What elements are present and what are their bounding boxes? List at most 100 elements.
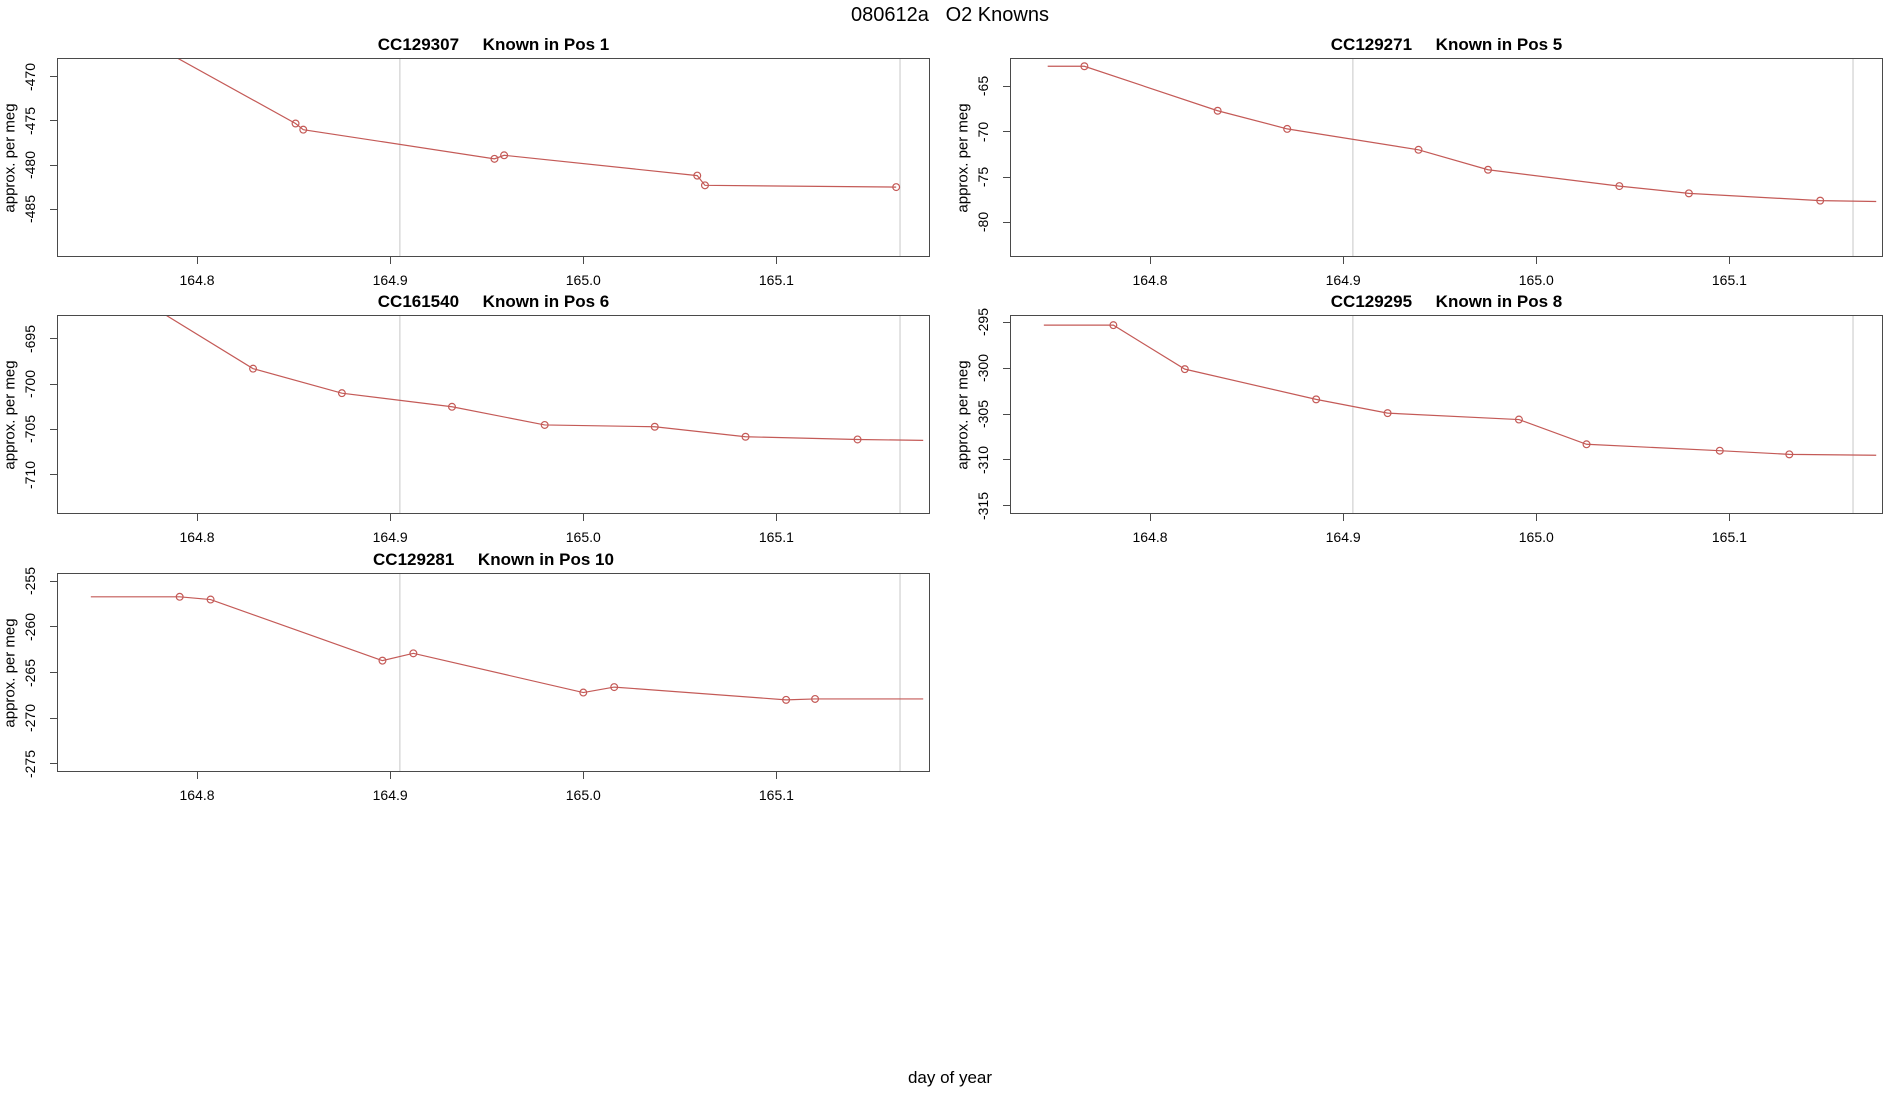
x-tick-label: 165.1 bbox=[758, 272, 794, 288]
data-point-marker bbox=[299, 125, 308, 134]
subplot-cc129281 bbox=[57, 573, 930, 772]
y-tick-label: -255 bbox=[22, 567, 38, 596]
data-point-marker bbox=[500, 151, 509, 160]
y-tick-label: -470 bbox=[22, 62, 38, 91]
subplot-cc161540 bbox=[57, 315, 930, 514]
x-tick-label: 165.1 bbox=[758, 787, 794, 803]
x-tick-mark bbox=[1535, 257, 1537, 264]
subplot-cc129271 bbox=[1010, 58, 1883, 257]
data-point-marker bbox=[1180, 365, 1189, 374]
x-tick-label: 165.0 bbox=[565, 272, 601, 288]
data-point-marker bbox=[175, 592, 184, 601]
y-axis-title: approx. per meg bbox=[1, 359, 19, 470]
x-tick-mark bbox=[196, 257, 198, 264]
y-tick-label: -75 bbox=[975, 166, 991, 188]
y-tick-mark bbox=[1003, 131, 1010, 133]
y-tick-mark bbox=[1003, 221, 1010, 223]
data-point-marker bbox=[1785, 450, 1794, 459]
y-tick-mark bbox=[50, 580, 57, 582]
x-tick-label: 165.0 bbox=[565, 787, 601, 803]
y-tick-mark bbox=[1003, 321, 1010, 323]
x-tick-label: 165.0 bbox=[565, 529, 601, 545]
y-tick-label: -275 bbox=[22, 749, 38, 778]
y-tick-label: -260 bbox=[22, 612, 38, 641]
y-tick-label: -300 bbox=[975, 354, 991, 383]
x-tick-mark bbox=[1342, 257, 1344, 264]
panel-title-cc129281: CC129281 Known in Pos 10 bbox=[373, 550, 614, 569]
y-tick-mark bbox=[50, 474, 57, 476]
data-point-marker bbox=[892, 183, 901, 192]
data-point-marker bbox=[1383, 409, 1392, 418]
main-title: 080612a O2 Knowns bbox=[851, 4, 1049, 26]
x-tick-mark bbox=[1149, 514, 1151, 521]
data-line bbox=[1047, 65, 1877, 203]
y-tick-label: -700 bbox=[22, 370, 38, 399]
y-tick-label: -80 bbox=[975, 212, 991, 233]
plot-area bbox=[177, 59, 901, 256]
data-point-marker bbox=[1816, 196, 1825, 205]
y-tick-mark bbox=[50, 763, 57, 765]
x-tick-mark bbox=[582, 514, 584, 521]
x-tick-label: 165.0 bbox=[1518, 272, 1554, 288]
y-tick-mark bbox=[50, 120, 57, 122]
x-tick-label: 165.1 bbox=[758, 529, 794, 545]
data-point-marker bbox=[206, 595, 215, 604]
data-point-marker bbox=[409, 649, 418, 658]
x-tick-mark bbox=[196, 514, 198, 521]
data-point-marker bbox=[579, 688, 588, 697]
x-tick-label: 165.0 bbox=[1518, 529, 1554, 545]
y-tick-label: -270 bbox=[22, 704, 38, 733]
y-tick-mark bbox=[1003, 85, 1010, 87]
panel-title-cc161540: CC161540 Known in Pos 6 bbox=[377, 292, 610, 311]
y-tick-mark bbox=[50, 626, 57, 628]
x-tick-label: 164.9 bbox=[372, 529, 408, 545]
data-point-marker bbox=[1615, 182, 1624, 191]
y-tick-mark bbox=[50, 428, 57, 430]
x-tick-mark bbox=[196, 772, 198, 779]
y-tick-mark bbox=[1003, 176, 1010, 178]
data-point-marker bbox=[1684, 189, 1693, 198]
y-tick-label: -265 bbox=[22, 658, 38, 687]
data-point-marker bbox=[853, 435, 862, 444]
y-tick-label: -295 bbox=[975, 308, 991, 337]
plot-area bbox=[1047, 59, 1877, 256]
data-point-marker bbox=[1414, 145, 1423, 154]
x-tick-label: 164.8 bbox=[179, 529, 215, 545]
data-point-marker bbox=[1080, 62, 1089, 71]
x-tick-mark bbox=[1728, 257, 1730, 264]
x-tick-mark bbox=[775, 772, 777, 779]
x-tick-label: 164.8 bbox=[1132, 529, 1168, 545]
x-tick-label: 164.8 bbox=[179, 272, 215, 288]
y-axis-title: approx. per meg bbox=[1, 617, 19, 728]
data-point-marker bbox=[1582, 440, 1591, 449]
data-point-marker bbox=[700, 181, 709, 190]
plot-area bbox=[1043, 316, 1877, 513]
y-tick-label: -485 bbox=[22, 195, 38, 224]
y-tick-label: -695 bbox=[22, 324, 38, 353]
data-point-marker bbox=[1715, 446, 1724, 455]
y-axis-title: approx. per meg bbox=[954, 102, 972, 213]
data-point-marker bbox=[650, 422, 659, 431]
data-line bbox=[90, 596, 924, 701]
y-tick-mark bbox=[1003, 367, 1010, 369]
x-tick-label: 164.9 bbox=[372, 787, 408, 803]
data-point-marker bbox=[1283, 124, 1292, 133]
y-tick-mark bbox=[50, 164, 57, 166]
y-tick-mark bbox=[1003, 505, 1010, 507]
x-tick-label: 164.8 bbox=[179, 787, 215, 803]
y-tick-mark bbox=[1003, 413, 1010, 415]
y-tick-label: -305 bbox=[975, 400, 991, 429]
y-tick-label: -70 bbox=[975, 121, 991, 142]
plot-area bbox=[166, 316, 924, 513]
panel-title-cc129307: CC129307 Known in Pos 1 bbox=[377, 35, 610, 54]
y-tick-mark bbox=[50, 338, 57, 340]
x-tick-mark bbox=[775, 514, 777, 521]
y-tick-label: -475 bbox=[22, 106, 38, 135]
data-point-marker bbox=[1484, 165, 1493, 174]
y-tick-mark bbox=[1003, 459, 1010, 461]
y-tick-mark bbox=[50, 76, 57, 78]
y-tick-mark bbox=[50, 208, 57, 210]
x-tick-mark bbox=[389, 772, 391, 779]
data-point-marker bbox=[741, 432, 750, 441]
data-point-marker bbox=[610, 683, 619, 692]
